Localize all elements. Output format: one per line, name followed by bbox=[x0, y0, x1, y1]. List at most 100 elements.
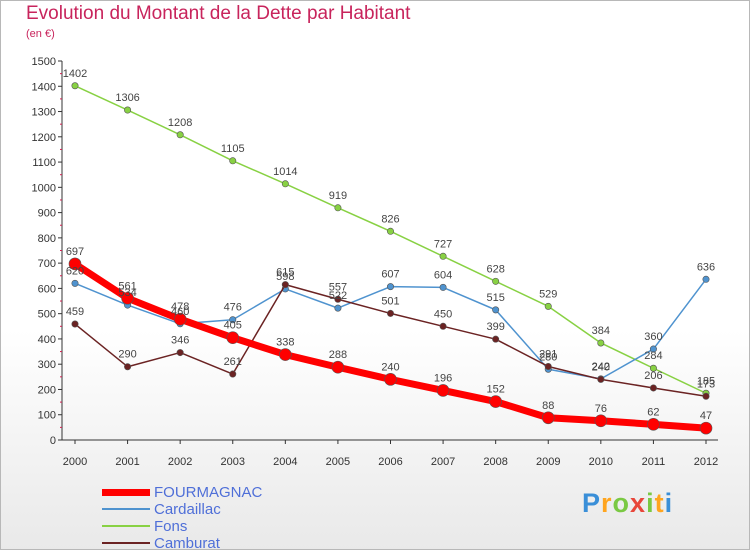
legend-swatch bbox=[102, 508, 150, 510]
legend-swatch bbox=[102, 542, 150, 544]
data-label: 360 bbox=[644, 331, 662, 343]
data-point bbox=[121, 291, 134, 305]
data-point bbox=[229, 370, 237, 378]
x-tick-label: 2000 bbox=[63, 456, 87, 468]
data-point bbox=[384, 373, 397, 386]
y-tick-label: 1400 bbox=[32, 81, 56, 93]
data-label: 529 bbox=[539, 288, 557, 300]
data-label: 1014 bbox=[273, 166, 297, 178]
data-point bbox=[541, 411, 555, 425]
x-tick-label: 2009 bbox=[536, 456, 560, 468]
data-label: 76 bbox=[595, 403, 607, 415]
data-label: 501 bbox=[381, 295, 399, 307]
y-tick-label: 1100 bbox=[32, 157, 56, 169]
y-tick-label: 500 bbox=[38, 309, 56, 321]
data-label: 338 bbox=[276, 337, 294, 349]
y-tick-label: 1300 bbox=[32, 107, 56, 119]
data-point bbox=[649, 364, 657, 372]
y-tick-label: 700 bbox=[38, 258, 56, 270]
series-line-fons bbox=[74, 85, 707, 395]
legend-label: Fons bbox=[154, 518, 188, 535]
data-label: 620 bbox=[66, 265, 84, 277]
data-point bbox=[279, 348, 292, 361]
data-point bbox=[489, 395, 502, 408]
data-point bbox=[647, 418, 660, 431]
data-label: 185 bbox=[697, 375, 715, 387]
y-tick-label: 400 bbox=[38, 334, 56, 346]
data-point bbox=[492, 306, 500, 314]
brand-letter: r bbox=[601, 488, 613, 518]
data-label: 173 bbox=[697, 378, 715, 390]
data-label: 384 bbox=[592, 325, 610, 337]
data-label: 615 bbox=[276, 267, 294, 279]
data-point bbox=[702, 275, 710, 283]
y-tick-label: 1000 bbox=[32, 182, 56, 194]
x-tick-label: 2011 bbox=[642, 456, 666, 468]
data-label: 607 bbox=[381, 269, 399, 281]
y-tick-label: 600 bbox=[38, 283, 56, 295]
brand-letter: i bbox=[664, 488, 674, 518]
data-label: 450 bbox=[434, 308, 452, 320]
data-label: 206 bbox=[644, 370, 662, 382]
data-point bbox=[544, 302, 552, 310]
data-point bbox=[68, 257, 82, 271]
brand-logo: Proxiti bbox=[582, 488, 673, 519]
y-tick-label: 100 bbox=[38, 410, 56, 422]
data-label: 561 bbox=[118, 280, 136, 292]
data-point bbox=[281, 281, 289, 289]
data-label: 919 bbox=[329, 190, 347, 202]
data-point bbox=[386, 309, 394, 317]
data-point bbox=[597, 339, 605, 347]
data-label: 88 bbox=[542, 400, 554, 412]
x-tick-label: 2003 bbox=[221, 456, 245, 468]
y-tick-label: 800 bbox=[38, 233, 56, 245]
legend-label: FOURMAGNAC bbox=[154, 484, 263, 501]
data-point bbox=[436, 384, 450, 397]
data-point bbox=[334, 204, 342, 212]
data-label: 405 bbox=[224, 320, 242, 332]
data-label: 636 bbox=[697, 261, 715, 273]
data-point bbox=[702, 392, 710, 400]
data-label: 240 bbox=[592, 361, 610, 373]
data-label: 242 bbox=[592, 361, 610, 373]
data-label: 598 bbox=[276, 271, 294, 283]
data-label: 399 bbox=[486, 321, 504, 333]
y-tick-label: 200 bbox=[38, 384, 56, 396]
data-label: 826 bbox=[381, 213, 399, 225]
data-point bbox=[71, 320, 79, 328]
data-point bbox=[492, 335, 500, 343]
data-point bbox=[649, 384, 657, 392]
data-point bbox=[334, 304, 342, 312]
data-label: 478 bbox=[171, 301, 189, 313]
data-point bbox=[492, 277, 500, 285]
x-tick-label: 2005 bbox=[326, 456, 350, 468]
brand-letter: t bbox=[654, 488, 665, 518]
data-label: 476 bbox=[224, 302, 242, 314]
data-label: 196 bbox=[434, 372, 452, 384]
brand-letter: x bbox=[630, 488, 647, 518]
data-point bbox=[173, 312, 187, 326]
data-point bbox=[124, 363, 132, 371]
data-point bbox=[439, 322, 447, 330]
data-label: 284 bbox=[644, 350, 662, 362]
data-point bbox=[594, 414, 608, 428]
data-point bbox=[229, 316, 237, 324]
brand-letter: i bbox=[646, 488, 655, 518]
data-label: 459 bbox=[66, 306, 84, 318]
data-label: 697 bbox=[66, 246, 84, 258]
data-point bbox=[331, 360, 345, 374]
data-label: 515 bbox=[486, 292, 504, 304]
data-label: 1208 bbox=[168, 117, 192, 129]
y-tick-label: 900 bbox=[38, 208, 56, 220]
data-label: 604 bbox=[434, 269, 452, 281]
y-tick-label: 1500 bbox=[32, 56, 56, 68]
data-label: 1306 bbox=[115, 92, 139, 104]
data-label: 240 bbox=[381, 361, 399, 373]
data-label: 288 bbox=[329, 349, 347, 361]
data-label: 291 bbox=[539, 348, 557, 360]
data-label: 1105 bbox=[221, 143, 245, 155]
brand-letter: o bbox=[612, 488, 631, 518]
data-point bbox=[597, 375, 605, 383]
x-tick-label: 2007 bbox=[431, 456, 455, 468]
x-tick-label: 2008 bbox=[483, 456, 507, 468]
